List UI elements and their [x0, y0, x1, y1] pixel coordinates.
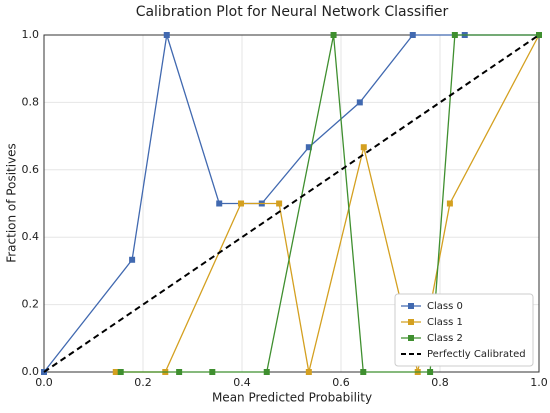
marker: [427, 369, 434, 375]
marker: [451, 32, 458, 38]
marker: [238, 200, 245, 207]
y-tick-label: 0.2: [22, 298, 40, 311]
marker: [536, 32, 542, 38]
legend-marker: [408, 319, 414, 325]
marker: [117, 369, 124, 375]
x-tick-label: 0.8: [431, 376, 449, 389]
marker: [305, 144, 312, 151]
plot-frame: [43, 34, 540, 373]
marker: [360, 369, 367, 375]
x-tick-label: 0.4: [233, 376, 251, 389]
x-tick-label: 0.0: [35, 376, 53, 389]
x-tick-label: 0.2: [134, 376, 152, 389]
legend-label: Class 2: [427, 333, 463, 344]
legend-label: Class 0: [427, 301, 463, 312]
y-tick-label: 1.0: [22, 28, 40, 41]
y-tick-label: 0.6: [22, 163, 40, 176]
marker: [209, 369, 216, 375]
x-tick-label: 0.6: [332, 376, 350, 389]
marker: [216, 200, 223, 207]
legend-label: Perfectly Calibrated: [427, 349, 526, 360]
y-axis-label: Fraction of Positives: [5, 143, 19, 263]
marker: [112, 369, 119, 375]
marker: [409, 32, 416, 38]
legend-marker: [408, 303, 414, 309]
series-line: [43, 34, 539, 373]
marker: [163, 32, 170, 38]
marker: [263, 369, 270, 375]
y-tick-label: 0.0: [22, 365, 40, 378]
legend-marker: [408, 335, 414, 341]
x-tick-label: 1.0: [530, 376, 548, 389]
y-tick-label: 0.4: [22, 230, 40, 243]
legend-box: [394, 293, 534, 367]
legend: Class 0 Class 1 Class 2 Perfectly Calibrate…: [394, 293, 534, 367]
marker: [330, 32, 337, 38]
marker: [305, 369, 312, 375]
y-tick-label: 0.8: [22, 95, 40, 108]
marker: [276, 200, 283, 207]
marker: [356, 99, 363, 106]
legend-label: Class 1: [427, 317, 463, 328]
x-axis-label: Mean Predicted Probability: [212, 391, 372, 405]
marker: [360, 144, 367, 151]
marker: [176, 369, 183, 375]
marker: [446, 200, 453, 207]
chart-title: Calibration Plot for Neural Network Clas…: [136, 4, 449, 20]
marker: [129, 256, 136, 263]
